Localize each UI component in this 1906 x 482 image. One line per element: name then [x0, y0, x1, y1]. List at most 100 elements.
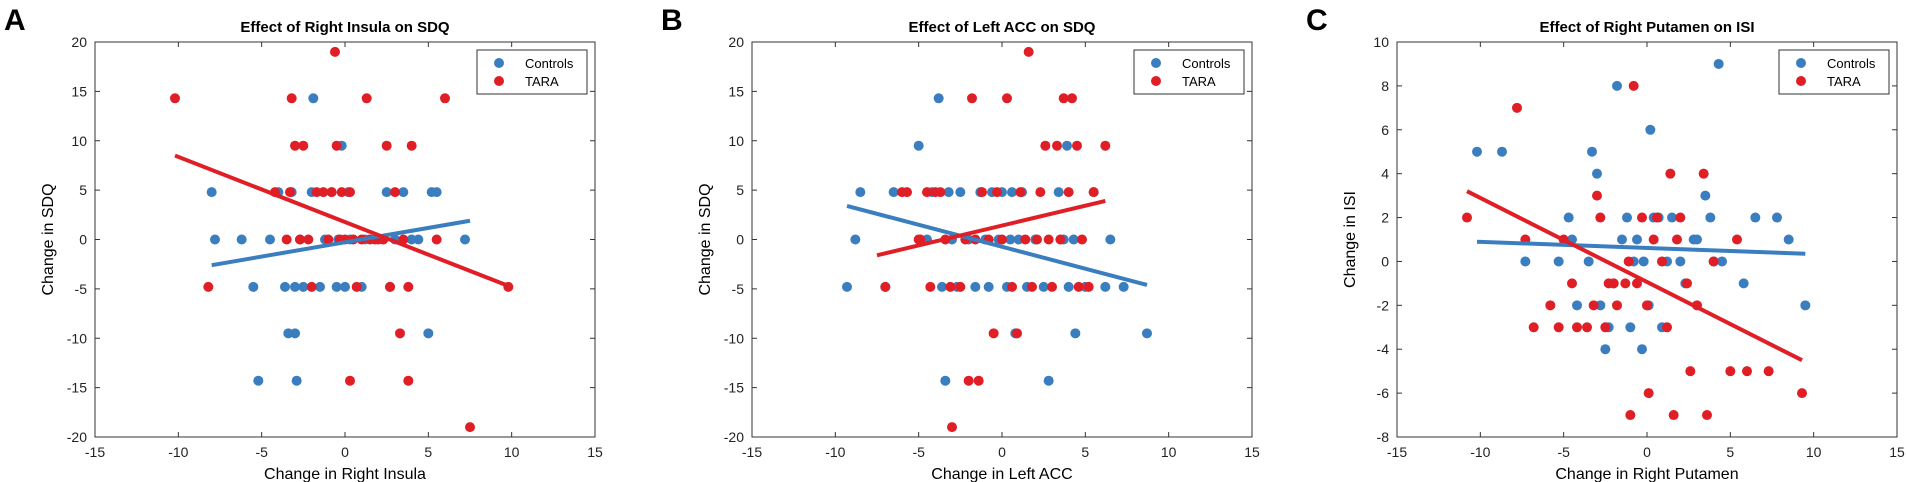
data-point — [1572, 300, 1582, 311]
data-point — [1608, 278, 1619, 289]
data-point — [945, 281, 956, 292]
data-point — [1682, 278, 1692, 289]
data-point — [340, 281, 350, 292]
y-tick-label: 15 — [728, 83, 744, 99]
data-point — [1685, 366, 1696, 377]
data-point — [1472, 146, 1482, 157]
data-point — [1675, 256, 1686, 267]
data-point — [1007, 281, 1017, 292]
series-tara — [880, 46, 1111, 433]
data-point — [1043, 375, 1054, 386]
x-tick-label: -15 — [85, 444, 105, 460]
data-point — [1698, 168, 1709, 179]
y-tick-label: -10 — [724, 330, 744, 346]
data-point — [1528, 322, 1539, 333]
y-tick-label: 10 — [1373, 34, 1389, 50]
data-point — [1600, 322, 1611, 333]
data-point — [330, 46, 340, 57]
data-point — [1055, 234, 1066, 245]
data-point — [1705, 212, 1716, 223]
data-point — [1638, 256, 1649, 267]
data-point — [1700, 190, 1711, 201]
data-point — [955, 281, 966, 292]
x-tick-label: -10 — [168, 444, 188, 460]
data-point — [1592, 190, 1602, 201]
y-axis-label: Change in ISI — [1342, 191, 1359, 288]
data-point — [1657, 256, 1667, 267]
data-point — [1062, 140, 1072, 151]
data-point — [1708, 256, 1719, 267]
legend-label: Controls — [525, 56, 574, 71]
data-point — [1713, 58, 1724, 69]
x-tick-label: 10 — [1806, 444, 1822, 460]
data-point — [1617, 234, 1627, 245]
data-point — [1012, 328, 1022, 339]
data-point — [170, 93, 180, 104]
data-point — [1100, 281, 1111, 292]
data-point — [248, 281, 259, 292]
data-point — [935, 187, 946, 198]
data-point — [361, 93, 372, 104]
data-point — [1563, 212, 1574, 223]
data-point — [967, 93, 977, 104]
x-tick-label: -15 — [742, 444, 762, 460]
data-point — [1637, 212, 1647, 223]
data-point — [1583, 256, 1594, 267]
data-point — [351, 281, 362, 292]
data-point — [236, 234, 247, 245]
data-point — [922, 187, 932, 198]
x-tick-label: 5 — [1081, 444, 1089, 460]
x-tick-label: 0 — [998, 444, 1006, 460]
data-point — [970, 281, 981, 292]
data-point — [326, 187, 337, 198]
x-axis-label: Change in Right Putamen — [1555, 466, 1738, 482]
data-point — [291, 375, 302, 386]
data-point — [1642, 300, 1652, 311]
x-tick-label: 10 — [1161, 444, 1177, 460]
data-point — [1797, 388, 1807, 399]
y-tick-label: 10 — [71, 133, 87, 149]
y-tick-label: 10 — [728, 133, 744, 149]
data-point — [331, 281, 342, 292]
y-tick-label: 5 — [736, 182, 744, 198]
x-tick-label: -5 — [255, 444, 268, 460]
chart-title: Effect of Right Putamen on ISI — [1539, 19, 1754, 36]
data-point — [403, 375, 414, 386]
data-point — [1750, 212, 1761, 223]
legend-marker — [494, 58, 504, 68]
y-tick-label: 2 — [1381, 210, 1389, 226]
data-point — [943, 187, 954, 198]
legend-marker — [1796, 58, 1806, 68]
data-point — [855, 187, 866, 198]
data-point — [1023, 46, 1034, 57]
data-point — [1100, 140, 1111, 151]
panel-letter: A — [4, 4, 26, 37]
panel-letter: C — [1306, 4, 1328, 37]
data-point — [1545, 300, 1556, 311]
data-point — [1592, 168, 1602, 179]
data-point — [1567, 278, 1577, 289]
legend-label: Controls — [1182, 56, 1231, 71]
data-point — [988, 328, 999, 339]
data-point — [390, 187, 400, 198]
data-point — [850, 234, 861, 245]
x-tick-label: -5 — [912, 444, 925, 460]
data-point — [336, 187, 347, 198]
data-point — [1672, 234, 1682, 245]
y-tick-label: 6 — [1381, 122, 1389, 138]
panel-letter: B — [661, 4, 683, 37]
legend: Controls TARA — [476, 49, 588, 95]
data-point — [1587, 146, 1597, 157]
data-point — [940, 375, 951, 386]
y-tick-label: -5 — [75, 281, 88, 297]
data-point — [1668, 410, 1679, 421]
data-point — [1637, 344, 1647, 355]
data-point — [997, 234, 1007, 245]
data-point — [1595, 212, 1606, 223]
legend-box — [1133, 49, 1245, 95]
data-point — [323, 234, 334, 245]
data-point — [1667, 212, 1677, 223]
data-point — [1118, 281, 1129, 292]
data-point — [1800, 300, 1811, 311]
data-point — [465, 422, 475, 433]
